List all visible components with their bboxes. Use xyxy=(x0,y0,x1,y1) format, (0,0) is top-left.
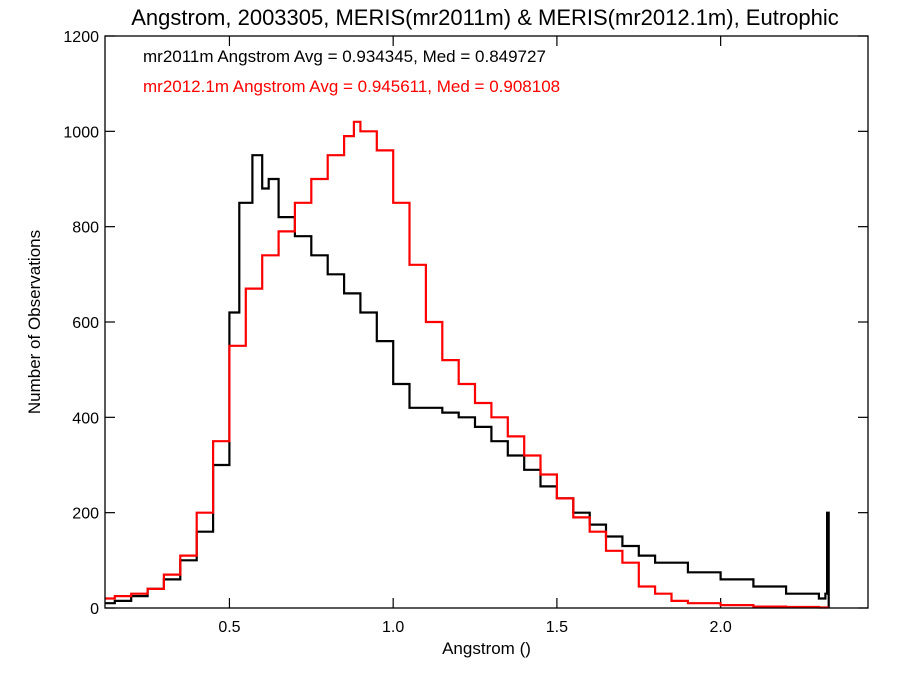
series-line-2 xyxy=(105,120,829,609)
y-tick-label: 200 xyxy=(72,506,99,523)
y-tick-label: 400 xyxy=(72,410,99,427)
x-tick-label: 0.5 xyxy=(218,619,240,636)
chart-title: Angstrom, 2003305, MERIS(mr2011m) & MERI… xyxy=(131,5,839,30)
series-line-1 xyxy=(105,154,830,608)
y-axis-label: Number of Observations xyxy=(25,230,44,414)
annotation-mr2012-stats: mr2012.1m Angstrom Avg = 0.945611, Med =… xyxy=(143,77,560,96)
x-tick-label: 1.5 xyxy=(546,619,568,636)
y-tick-label: 1200 xyxy=(63,29,99,46)
x-tick-label: 2.0 xyxy=(710,619,732,636)
annotation-mr2011m-stats: mr2011m Angstrom Avg = 0.934345, Med = 0… xyxy=(143,47,546,66)
plot-frame xyxy=(104,35,869,609)
axes: 0.5 1.0 1.5 2.0 0 200 400 600 800 1000 1200 xyxy=(63,29,868,636)
x-axis-label: Angstrom () xyxy=(442,639,531,658)
series-layer xyxy=(105,120,830,609)
y-tick-label: 800 xyxy=(72,220,99,237)
y-tick-label: 0 xyxy=(90,601,99,618)
x-tick-label: 1.0 xyxy=(382,619,404,636)
y-tick-label: 1000 xyxy=(63,124,99,141)
y-tick-label: 600 xyxy=(72,315,99,332)
